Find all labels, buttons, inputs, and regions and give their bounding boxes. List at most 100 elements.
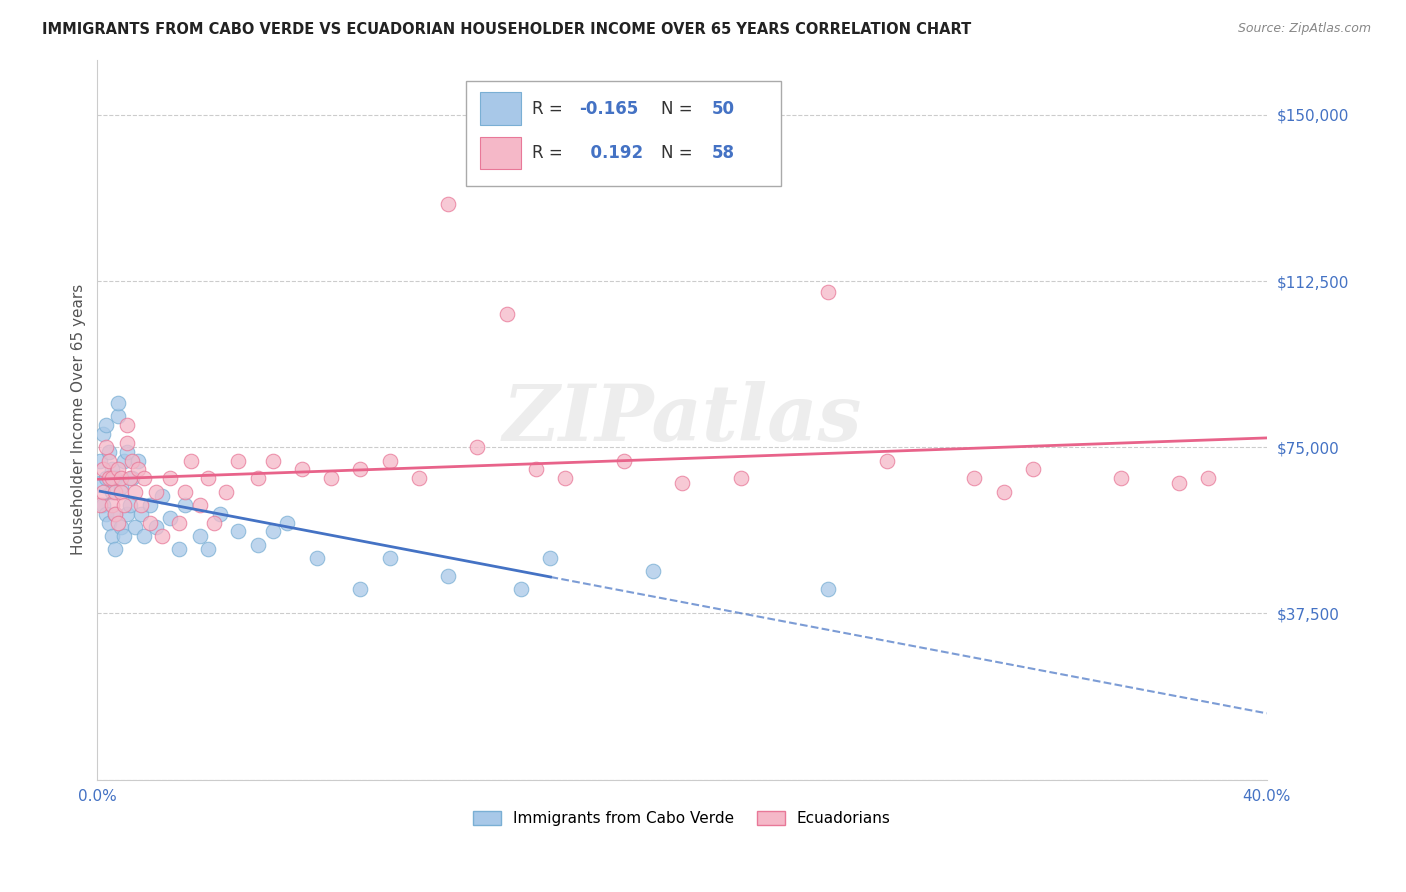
Point: [174, 484, 197, 499]
Point: [121, 471, 143, 485]
Point: [378, 551, 401, 566]
Point: [247, 538, 270, 552]
Point: [94, 471, 117, 485]
Point: [188, 498, 211, 512]
Point: [197, 542, 219, 557]
Point: [349, 582, 371, 596]
Text: IMMIGRANTS FROM CABO VERDE VS ECUADORIAN HOUSEHOLDER INCOME OVER 65 YEARS CORREL: IMMIGRANTS FROM CABO VERDE VS ECUADORIAN…: [42, 22, 972, 37]
Point: [134, 471, 156, 485]
Point: [437, 569, 460, 583]
Point: [150, 529, 173, 543]
Point: [554, 471, 576, 485]
Text: N =: N =: [661, 100, 697, 118]
Point: [510, 582, 533, 596]
Point: [226, 524, 249, 539]
Point: [101, 462, 124, 476]
Point: [993, 484, 1015, 499]
Bar: [479, 137, 520, 169]
Point: [115, 435, 138, 450]
Point: [91, 484, 114, 499]
Point: [262, 524, 284, 539]
Point: [139, 498, 162, 512]
Point: [495, 307, 517, 321]
Point: [127, 462, 149, 476]
Point: [188, 529, 211, 543]
Point: [112, 498, 135, 512]
Point: [408, 471, 430, 485]
Point: [247, 471, 270, 485]
Point: [1168, 475, 1191, 490]
Point: [112, 453, 135, 467]
Point: [98, 471, 121, 485]
Point: [94, 418, 117, 433]
Text: ZIPatlas: ZIPatlas: [502, 382, 862, 458]
Point: [1197, 471, 1219, 485]
Point: [101, 498, 124, 512]
Legend: Immigrants from Cabo Verde, Ecuadorians: Immigrants from Cabo Verde, Ecuadorians: [474, 811, 891, 826]
Point: [139, 516, 162, 530]
Point: [321, 471, 343, 485]
Text: 0.192: 0.192: [579, 145, 644, 162]
Text: N =: N =: [661, 145, 697, 162]
Point: [349, 462, 371, 476]
Point: [107, 462, 129, 476]
Text: R =: R =: [533, 145, 568, 162]
Point: [91, 498, 114, 512]
Point: [437, 196, 460, 211]
FancyBboxPatch shape: [465, 81, 782, 186]
Point: [209, 507, 232, 521]
Point: [167, 542, 190, 557]
Point: [104, 471, 127, 485]
Point: [817, 285, 839, 300]
Point: [159, 471, 181, 485]
Point: [115, 444, 138, 458]
Point: [197, 471, 219, 485]
Point: [276, 516, 298, 530]
Point: [174, 498, 197, 512]
Point: [540, 551, 562, 566]
Point: [180, 453, 202, 467]
Point: [524, 462, 547, 476]
Point: [215, 484, 238, 499]
Text: 50: 50: [711, 100, 734, 118]
Point: [110, 471, 132, 485]
Point: [121, 453, 143, 467]
Point: [226, 453, 249, 467]
Point: [110, 480, 132, 494]
Point: [876, 453, 898, 467]
Point: [145, 484, 167, 499]
Point: [91, 462, 114, 476]
Point: [104, 507, 127, 521]
Point: [104, 507, 127, 521]
Point: [167, 516, 190, 530]
Text: -0.165: -0.165: [579, 100, 638, 118]
Point: [291, 462, 314, 476]
Point: [378, 453, 401, 467]
Point: [1022, 462, 1045, 476]
Text: R =: R =: [533, 100, 568, 118]
Text: Source: ZipAtlas.com: Source: ZipAtlas.com: [1237, 22, 1371, 36]
Point: [89, 498, 111, 512]
Point: [467, 440, 489, 454]
Point: [104, 542, 127, 557]
Point: [124, 520, 146, 534]
Point: [129, 498, 152, 512]
Bar: [479, 93, 520, 125]
Point: [110, 484, 132, 499]
Point: [134, 529, 156, 543]
Point: [671, 475, 693, 490]
Point: [262, 453, 284, 467]
Point: [145, 520, 167, 534]
Point: [94, 507, 117, 521]
Point: [98, 444, 121, 458]
Point: [101, 471, 124, 485]
Point: [129, 507, 152, 521]
Y-axis label: Householder Income Over 65 years: Householder Income Over 65 years: [72, 284, 86, 555]
Point: [127, 453, 149, 467]
Point: [150, 489, 173, 503]
Point: [107, 516, 129, 530]
Point: [159, 511, 181, 525]
Point: [101, 529, 124, 543]
Point: [730, 471, 752, 485]
Point: [98, 516, 121, 530]
